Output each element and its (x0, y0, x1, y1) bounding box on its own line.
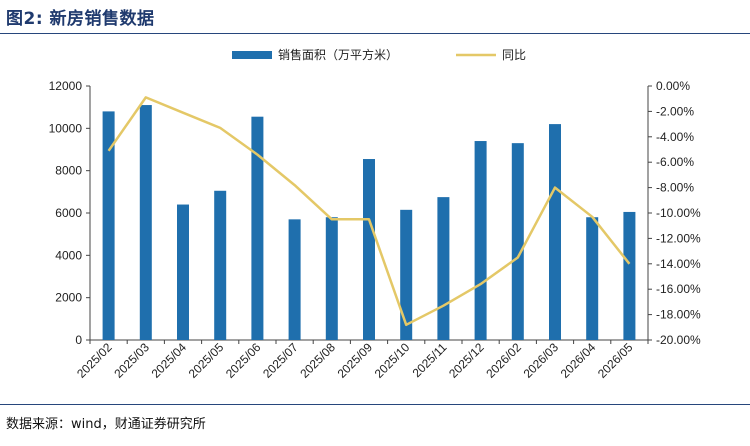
left-tick-label: 12000 (49, 79, 83, 93)
figure-title: 图2: 新房销售数据 (6, 9, 155, 29)
left-tick-label: 10000 (49, 121, 83, 135)
right-tick-label: -10.00% (656, 206, 701, 220)
bar (623, 211, 636, 340)
x-tick-label: 2026/05 (595, 340, 636, 381)
x-tick-label: 2026/03 (521, 340, 562, 381)
x-tick-label: 2026/04 (558, 340, 599, 381)
left-tick-label: 8000 (55, 164, 82, 178)
right-tick-label: -14.00% (656, 257, 701, 271)
right-tick-label: -20.00% (656, 333, 701, 347)
x-tick-label: 2025/09 (335, 340, 376, 381)
x-tick-label: 2025/04 (149, 340, 190, 381)
bar (177, 204, 189, 340)
bar (363, 159, 375, 340)
bar (511, 143, 524, 340)
right-tick-label: -4.00% (656, 130, 694, 144)
right-tick-label: -16.00% (656, 282, 701, 296)
x-tick-label: 2025/10 (372, 340, 413, 381)
x-tick-label: 2025/08 (297, 340, 338, 381)
bottom-rule (0, 404, 750, 405)
combo-chart: 0 2000 4000 6000 8000 10000 12000 0.00% -2.00% -4… (49, 47, 701, 381)
right-tick-label: -6.00% (656, 155, 694, 169)
right-tick-label: -18.00% (656, 308, 701, 322)
left-tick-label: 4000 (55, 248, 82, 262)
left-tick-label: 0 (75, 333, 82, 347)
bar (400, 209, 413, 340)
bar (214, 190, 227, 340)
bar (251, 116, 264, 340)
bar (325, 217, 338, 340)
legend-label-line: 同比 (502, 48, 526, 62)
left-tick-label: 2000 (55, 291, 82, 305)
bar (437, 197, 450, 340)
right-tick-label: -2.00% (656, 104, 694, 118)
left-tick-label: 6000 (55, 206, 82, 220)
bar (139, 105, 152, 340)
x-tick-label: 2025/11 (410, 340, 450, 380)
bar (474, 141, 487, 340)
bar (288, 219, 301, 340)
x-tick-label: 2025/12 (446, 340, 487, 381)
bar (102, 111, 115, 341)
source-note: 数据来源：wind，财通证券研究所 (6, 417, 206, 432)
right-tick-label: 0.00% (656, 79, 690, 93)
bar (549, 124, 561, 340)
right-tick-label: -8.00% (656, 181, 694, 195)
right-tick-label: -12.00% (656, 231, 701, 245)
legend-swatch-bar (232, 51, 272, 59)
top-rule (0, 33, 750, 34)
x-tick-label: 2025/03 (111, 340, 152, 381)
x-tick-label: 2025/07 (260, 340, 301, 381)
x-tick-label: 2025/06 (223, 340, 264, 381)
x-tick-label: 2025/05 (186, 340, 227, 381)
x-tick-label: 2026/02 (483, 340, 524, 381)
bar (586, 217, 599, 340)
legend-label-bar: 销售面积（万平方米） (278, 47, 398, 62)
